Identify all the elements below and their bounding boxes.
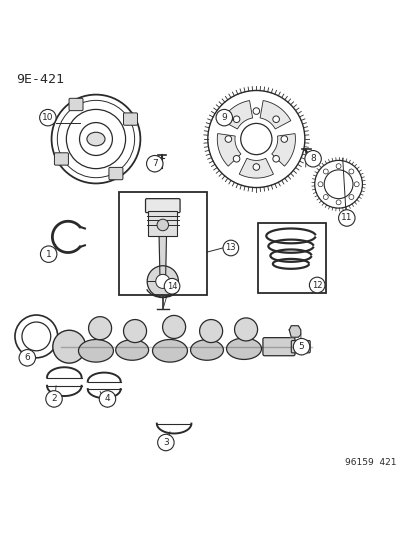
Circle shape [99,391,115,407]
Circle shape [335,200,340,205]
Circle shape [233,116,239,123]
FancyBboxPatch shape [69,98,83,111]
Text: 11: 11 [340,214,352,222]
Text: 14: 14 [166,282,177,290]
Circle shape [157,219,168,231]
FancyBboxPatch shape [54,153,68,165]
Circle shape [146,156,163,172]
Text: 9E-421: 9E-421 [16,73,64,86]
Circle shape [252,108,259,115]
Circle shape [354,182,358,187]
Circle shape [225,136,231,142]
Polygon shape [289,326,300,337]
Circle shape [323,195,328,199]
Ellipse shape [115,340,148,360]
Circle shape [272,116,279,123]
Text: 6: 6 [24,353,30,362]
Circle shape [335,164,340,168]
FancyBboxPatch shape [109,167,123,180]
Polygon shape [159,236,166,275]
Circle shape [40,109,56,126]
Ellipse shape [87,132,105,146]
FancyBboxPatch shape [148,212,177,236]
Text: 12: 12 [311,280,322,289]
Circle shape [223,240,238,256]
Circle shape [88,317,112,340]
Polygon shape [259,101,290,129]
Circle shape [233,156,239,162]
Polygon shape [217,134,240,166]
Text: 96159  421: 96159 421 [344,458,395,467]
Bar [118,192,206,295]
Circle shape [309,277,324,293]
Circle shape [338,210,354,226]
Circle shape [19,350,36,366]
FancyBboxPatch shape [145,199,180,213]
Circle shape [46,391,62,407]
Text: 2: 2 [51,394,57,403]
Text: 1: 1 [46,249,52,259]
Circle shape [348,195,353,199]
Circle shape [147,266,178,297]
Circle shape [272,156,279,162]
Polygon shape [239,158,273,178]
Polygon shape [271,134,295,166]
FancyBboxPatch shape [291,341,309,353]
Circle shape [199,320,222,343]
Circle shape [123,320,146,343]
Text: 7: 7 [152,159,157,168]
Ellipse shape [190,340,223,360]
Circle shape [323,169,328,174]
Bar [258,223,325,293]
FancyBboxPatch shape [262,337,294,356]
Ellipse shape [152,340,187,362]
Circle shape [280,136,287,142]
Text: 4: 4 [104,394,110,403]
Text: 9: 9 [221,113,227,122]
Circle shape [252,164,259,170]
Ellipse shape [78,340,113,362]
Text: 3: 3 [163,438,169,447]
Circle shape [293,338,309,355]
Circle shape [40,246,57,262]
Circle shape [348,169,353,174]
Circle shape [162,316,185,338]
Text: 8: 8 [309,154,315,163]
Ellipse shape [226,338,261,359]
Text: 10: 10 [42,113,53,122]
Text: 13: 13 [225,244,235,253]
Circle shape [164,278,179,294]
Circle shape [53,330,85,363]
Circle shape [304,150,320,167]
Circle shape [317,182,322,187]
Circle shape [216,109,232,126]
Circle shape [155,274,169,288]
Circle shape [234,318,257,341]
Text: 5: 5 [298,342,304,351]
FancyBboxPatch shape [123,113,137,125]
Circle shape [157,434,174,451]
Polygon shape [221,101,252,129]
